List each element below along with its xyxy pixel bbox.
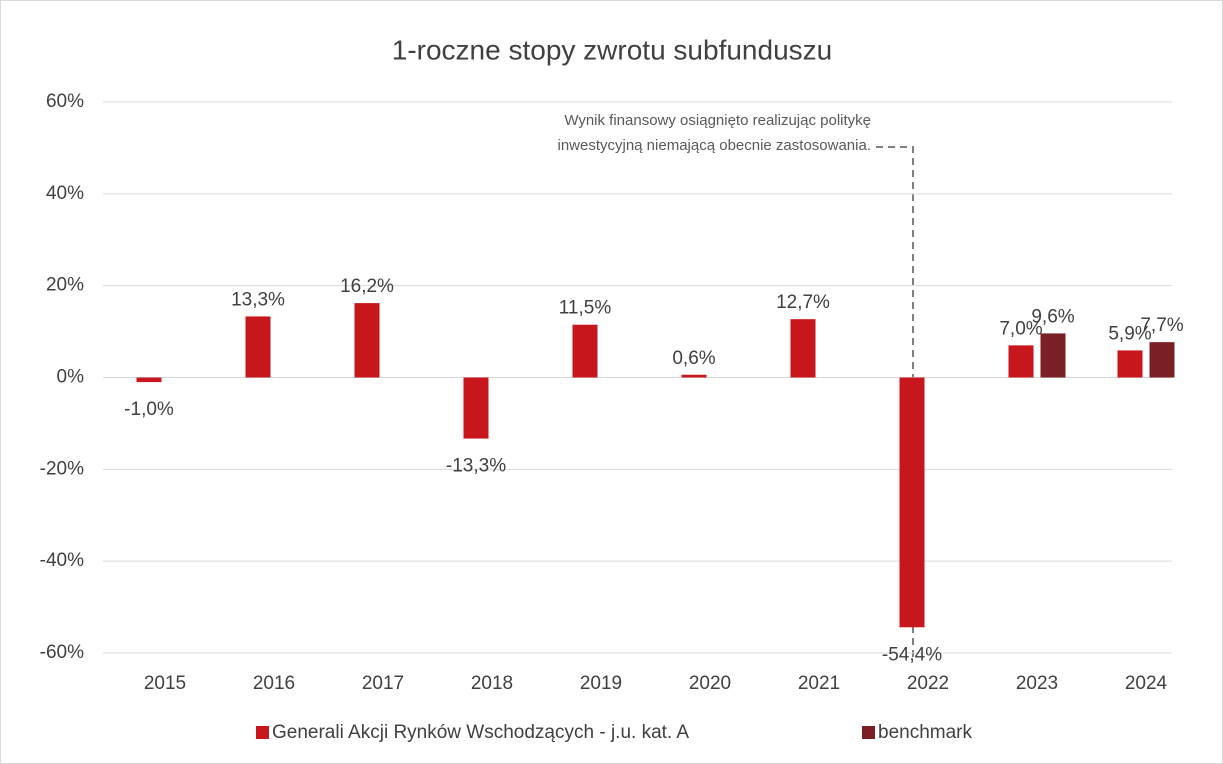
- x-tick-label: 2015: [144, 673, 186, 694]
- data-label: 9,6%: [1031, 306, 1074, 327]
- legend-label: benchmark: [878, 722, 972, 743]
- bar: [572, 324, 598, 378]
- x-tick-label: 2018: [471, 673, 513, 694]
- bar: [463, 377, 489, 439]
- bar: [1149, 342, 1175, 378]
- bar: [354, 303, 380, 378]
- data-label: 16,2%: [340, 276, 394, 297]
- bar: [899, 377, 925, 628]
- x-tick-label: 2019: [580, 673, 622, 694]
- y-tick-label: -40%: [40, 550, 84, 571]
- x-tick-label: 2024: [1125, 673, 1168, 694]
- data-label: -54,4%: [882, 644, 942, 665]
- x-tick-label: 2020: [689, 673, 731, 694]
- bar: [136, 377, 162, 383]
- data-label: -13,3%: [446, 456, 506, 477]
- legend-swatch: [256, 726, 269, 739]
- data-label: 0,6%: [672, 348, 715, 369]
- bar: [790, 319, 816, 378]
- x-tick-label: 2017: [362, 673, 404, 694]
- y-tick-label: 0%: [57, 367, 85, 388]
- bar: [1117, 350, 1143, 378]
- data-label: -1,0%: [124, 399, 174, 420]
- legend-label: Generali Akcji Rynków Wschodzących - j.u…: [272, 722, 689, 743]
- chart-title: 1-roczne stopy zwrotu subfunduszu: [392, 34, 832, 65]
- x-tick-label: 2023: [1016, 673, 1058, 694]
- x-tick-label: 2021: [798, 673, 840, 694]
- data-label: 7,7%: [1140, 315, 1183, 336]
- bar: [245, 316, 271, 378]
- annotation: inwestycyjną niemającą obecnie zastosowa…: [557, 137, 871, 154]
- x-tick-label: 2022: [907, 673, 949, 694]
- y-tick-label: -60%: [40, 642, 84, 663]
- y-tick-label: 40%: [46, 183, 84, 204]
- y-tick-label: 20%: [46, 275, 84, 296]
- data-label: 5,9%: [1108, 323, 1151, 344]
- y-tick-label: -20%: [40, 458, 84, 479]
- bar: [681, 374, 707, 378]
- legend-swatch: [862, 726, 875, 739]
- data-label: 11,5%: [559, 298, 612, 319]
- data-label: 13,3%: [231, 289, 285, 310]
- y-tick-label: 60%: [46, 91, 84, 112]
- bar: [1040, 333, 1066, 378]
- x-tick-label: 2016: [253, 673, 295, 694]
- annotation: Wynik finansowy osiągnięto realizując po…: [564, 112, 871, 129]
- bar: [1008, 345, 1034, 378]
- data-label: 12,7%: [776, 292, 830, 313]
- data-label: 7,0%: [999, 318, 1042, 339]
